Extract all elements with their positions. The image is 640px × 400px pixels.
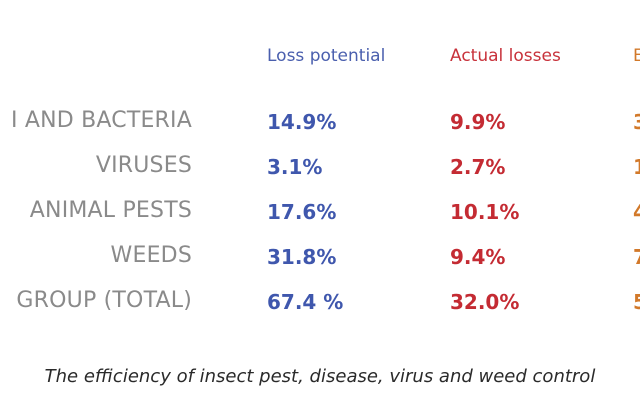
cell-potential-viruses: 3.1% [267, 155, 323, 179]
row-label-fungi-bacteria: I AND BACTERIA [10, 108, 192, 133]
cell-potential-group-total: 67.4 % [267, 290, 344, 314]
cell-actual-weeds: 9.4% [450, 245, 506, 269]
table-caption: The efficiency of insect pest, disease, … [44, 366, 596, 387]
cell-third-fungi-bacteria: 3 [633, 110, 640, 134]
row-label-group-total: GROUP (TOTAL) [16, 288, 192, 313]
row-label-weeds: WEEDS [110, 243, 192, 268]
cell-potential-animal-pests: 17.6% [267, 200, 337, 224]
row-label-viruses: VIRUSES [95, 153, 192, 178]
cell-potential-weeds: 31.8% [267, 245, 337, 269]
cell-third-group-total: 5 [633, 290, 640, 314]
cell-potential-fungi-bacteria: 14.9% [267, 110, 337, 134]
header-third-column: E [633, 46, 640, 66]
row-label-animal-pests: ANIMAL PESTS [29, 198, 192, 223]
cell-actual-viruses: 2.7% [450, 155, 506, 179]
cell-actual-fungi-bacteria: 9.9% [450, 110, 506, 134]
cell-third-animal-pests: 4 [633, 200, 640, 224]
cell-actual-animal-pests: 10.1% [450, 200, 520, 224]
header-actual-losses: Actual losses [450, 46, 561, 66]
cell-actual-group-total: 32.0% [450, 290, 520, 314]
cell-third-viruses: 1 [633, 155, 640, 179]
header-loss-potential: Loss potential [267, 46, 386, 66]
cell-third-weeds: 7 [633, 245, 640, 269]
crop-loss-table: Loss potential Actual losses E I AND BAC… [10, 46, 640, 314]
